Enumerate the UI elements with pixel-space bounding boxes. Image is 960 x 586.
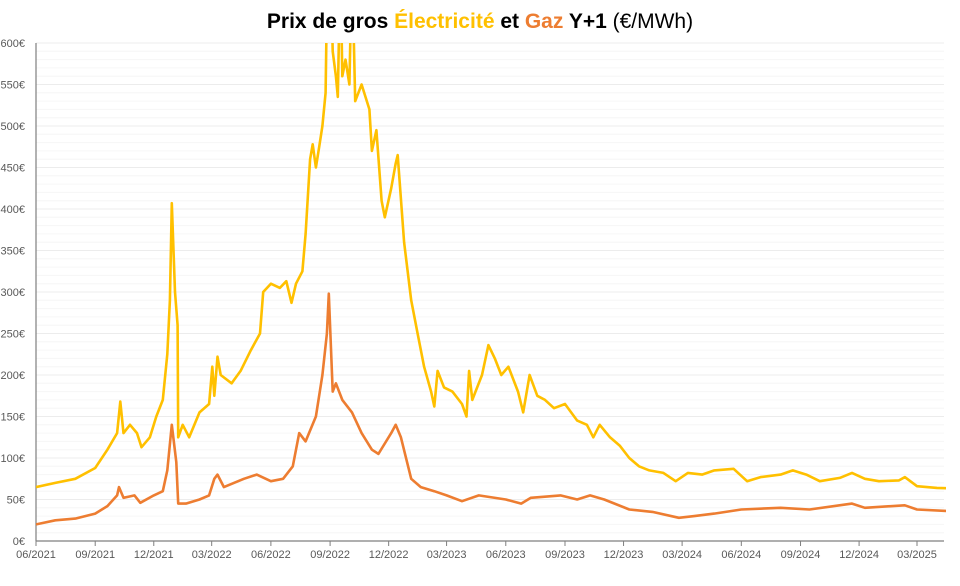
gridlines [36,42,944,534]
y-tick-label: 350€ [1,246,25,258]
x-tick-label: 12/2023 [604,549,644,561]
y-tick-label: 150€ [1,412,25,424]
y-tick-label: 400€ [1,204,25,216]
gaz-line [36,292,946,526]
x-tick-label: 12/2021 [134,549,174,561]
y-tick-label: 600€ [1,38,25,50]
x-tick-label: 03/2022 [192,549,232,561]
electricite-line [36,43,946,490]
x-tick-label: 09/2023 [545,549,585,561]
x-tick-label: 09/2022 [310,549,350,561]
title-mid: et [494,10,525,33]
x-tick-label: 03/2025 [897,549,937,561]
x-tick-label: 06/2022 [251,549,291,561]
title-suffix: Y+1 [563,10,613,33]
x-tick-label: 09/2024 [781,549,821,561]
x-tick-label: 12/2024 [839,549,879,561]
y-tick-label: 200€ [1,370,25,382]
chart-title: Prix de gros Électricité et Gaz Y+1 (€/M… [0,10,960,34]
title-gaz: Gaz [524,10,564,33]
y-tick-label: 250€ [1,329,25,341]
x-tick-label: 06/2023 [486,549,526,561]
y-tick-label: 500€ [1,121,25,133]
x-tick-label: 12/2022 [369,549,409,561]
x-tick-label: 09/2021 [75,549,115,561]
title-unit: (€/MWh) [612,10,694,33]
x-tick-label: 03/2024 [662,549,702,561]
series-lines [36,43,946,526]
x-tick-label: 06/2021 [16,549,56,561]
y-tick-label: 0€ [13,536,25,548]
axes: 0€ 50€ 100€ 150€ 200€ 250€ 300€ 350€ 400€ 450€ 500… [1,38,944,561]
x-tick-label: 06/2024 [721,549,761,561]
y-tick-label: 450€ [1,163,25,175]
y-tick-label: 550€ [1,80,25,92]
y-tick-label: 300€ [1,287,25,299]
y-tick-label: 100€ [1,453,25,465]
title-electricite: Électricité [394,10,495,33]
y-tick-label: 50€ [7,495,25,507]
x-tick-label: 03/2023 [427,549,467,561]
title-prefix: Prix de gros [266,10,395,33]
